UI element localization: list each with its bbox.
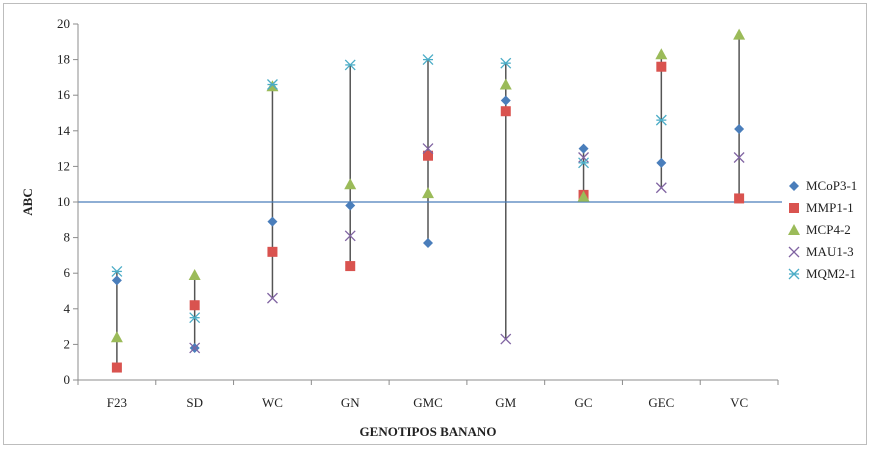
data-point [423, 237, 433, 248]
x-tick-label: GC [575, 395, 593, 410]
data-point [111, 275, 122, 286]
x-tick-label: GM [495, 395, 516, 410]
data-point [189, 300, 200, 311]
x-tick-label: GMC [413, 395, 443, 410]
y-axis-title: ABC [20, 188, 35, 215]
data-point [188, 268, 201, 280]
y-tick-label: 16 [57, 87, 71, 102]
legend-label: MCoP3-1 [806, 178, 857, 193]
x-tick-label: F23 [107, 395, 127, 410]
data-point [656, 61, 667, 72]
legend-item: MCP4-2 [788, 222, 851, 237]
high-low-lines [116, 34, 740, 368]
data-point [344, 178, 357, 190]
data-point [578, 157, 590, 169]
x-axis-title: GENOTIPOS BANANO [360, 424, 497, 439]
data-point [266, 79, 278, 90]
legend-item: MMP1-1 [789, 200, 854, 215]
marker-stroke [788, 246, 800, 258]
legend-item: MCoP3-1 [789, 178, 857, 193]
data-point [499, 78, 512, 90]
legend-label: MQM2-1 [806, 266, 856, 281]
y-tick-label: 12 [57, 158, 70, 173]
data-point [189, 342, 201, 354]
y-tick-label: 20 [57, 16, 70, 31]
x-tick-label: VC [730, 395, 748, 410]
series-mcop3-1 [111, 95, 745, 353]
data-point [266, 80, 279, 92]
y-tick-label: 18 [57, 52, 70, 67]
data-point [422, 54, 434, 66]
x-tick-label: WC [262, 395, 283, 410]
data-point [500, 95, 511, 106]
data-point [344, 230, 356, 242]
legend: MCoP3-1 MMP1-1 MCP4-2 MAU1-3 MQM2-1 [788, 178, 857, 281]
marker-stroke [344, 230, 356, 242]
legend-label: MMP1-1 [806, 200, 854, 215]
data-point [733, 152, 745, 163]
data-point [111, 362, 122, 373]
series-mau1-3 [189, 143, 745, 354]
y-tick-label: 10 [57, 194, 70, 209]
data-point [655, 48, 668, 60]
chart-svg: 0 2 4 6 8 10 12 14 16 18 20 F23 SD WC GN GMC GM GC GEC VC G… [20, 16, 857, 439]
data-point [500, 57, 512, 69]
data-point [422, 143, 434, 155]
y-tick-label: 4 [64, 301, 71, 316]
data-point [733, 28, 746, 40]
data-point [189, 312, 201, 324]
legend-marker [788, 224, 800, 235]
data-point [500, 333, 512, 345]
data-point [345, 200, 356, 211]
data-point [423, 150, 433, 161]
marker-stroke [578, 152, 590, 163]
y-tick-label: 0 [64, 372, 71, 387]
legend-marker [788, 268, 800, 280]
marker-stroke [500, 333, 512, 345]
data-point [734, 193, 745, 204]
legend-item: MAU1-3 [788, 244, 854, 259]
x-tick-label: GEC [648, 395, 674, 410]
x-tick-label: SD [186, 395, 203, 410]
axes: 0 2 4 6 8 10 12 14 16 18 20 F23 SD WC GN GMC GM GC GEC VC [57, 16, 779, 410]
data-point [578, 152, 590, 163]
data-point [500, 106, 511, 117]
legend-marker [788, 246, 800, 258]
data-point [578, 143, 589, 154]
legend-marker [789, 181, 799, 191]
data-point [656, 157, 667, 168]
legend-label: MAU1-3 [806, 244, 854, 259]
legend-marker [789, 203, 799, 213]
data-point [655, 182, 667, 194]
data-point [655, 114, 667, 126]
legend-label: MCP4-2 [806, 222, 851, 237]
data-point [267, 246, 278, 257]
series-mqm2-1 [111, 54, 667, 324]
marker-stroke [422, 143, 434, 155]
data-point [734, 124, 745, 135]
y-tick-label: 2 [64, 336, 71, 351]
data-point [422, 187, 434, 199]
data-point [344, 59, 356, 71]
y-tick-label: 8 [64, 230, 71, 245]
data-point [577, 190, 590, 202]
chart-frame: 0 2 4 6 8 10 12 14 16 18 20 F23 SD WC GN GMC GM GC GEC VC G… [3, 3, 867, 445]
legend-item: MQM2-1 [788, 266, 856, 281]
y-tick-label: 6 [64, 265, 71, 280]
data-point [266, 292, 278, 304]
marker-stroke [733, 152, 745, 163]
data-point [111, 265, 123, 277]
marker-stroke [655, 182, 667, 194]
data-point [110, 331, 123, 343]
marker-stroke [189, 342, 201, 354]
x-tick-label: GN [341, 395, 360, 410]
series-mcp4-2 [110, 28, 746, 343]
data-point [345, 261, 356, 272]
data-point [267, 216, 278, 227]
markers [110, 28, 746, 373]
marker-stroke [266, 292, 278, 304]
y-tick-label: 14 [57, 123, 71, 138]
